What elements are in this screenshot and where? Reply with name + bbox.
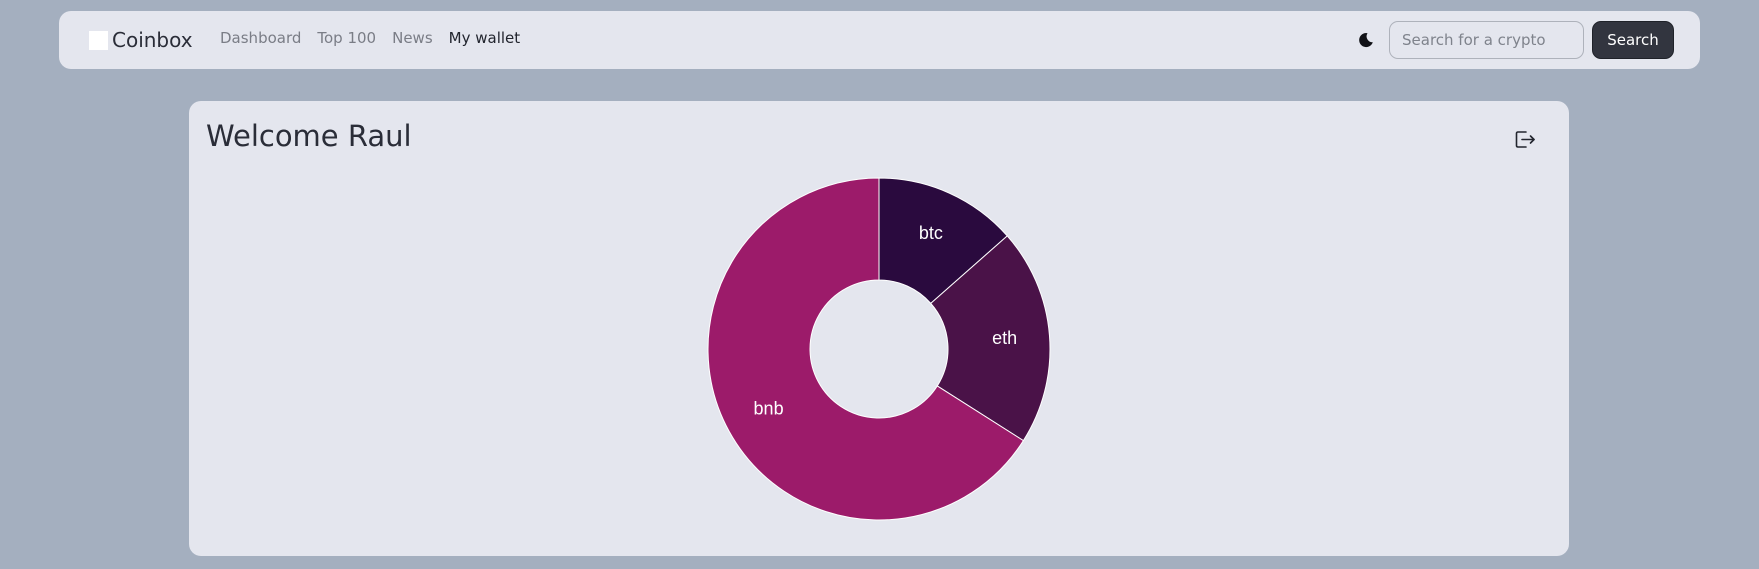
donut-slice-btc[interactable] (878, 177, 1008, 305)
donut-slice-bnb[interactable] (707, 177, 1025, 521)
search-input[interactable] (1389, 21, 1584, 59)
logout-button[interactable] (1513, 128, 1537, 152)
moon-icon (1359, 33, 1373, 48)
nav-link-top-100[interactable]: Top 100 (317, 29, 377, 47)
brand-name: Coinbox (112, 28, 193, 52)
nav-link-news[interactable]: News (392, 29, 433, 47)
welcome-heading: Welcome Raul (206, 119, 412, 153)
donut-label-eth: eth (992, 328, 1017, 348)
theme-toggle[interactable] (1356, 30, 1376, 50)
wallet-donut-chart: btc eth bnb (707, 177, 1051, 521)
nav-link-dashboard[interactable]: Dashboard (220, 29, 302, 47)
donut-label-btc: btc (919, 223, 943, 243)
wallet-card: Welcome Raul btc eth bnb (189, 101, 1569, 556)
nav-links: Dashboard Top 100 News My wallet (220, 29, 536, 47)
brand[interactable]: Coinbox (89, 27, 193, 53)
brand-logo (89, 30, 108, 50)
search-button[interactable]: Search (1592, 21, 1674, 59)
logout-icon (1515, 131, 1535, 148)
donut-label-bnb: bnb (754, 398, 784, 418)
navbar: Coinbox Dashboard Top 100 News My wallet… (59, 11, 1700, 69)
donut-slice-eth[interactable] (930, 235, 1051, 442)
nav-link-my-wallet[interactable]: My wallet (448, 29, 521, 47)
